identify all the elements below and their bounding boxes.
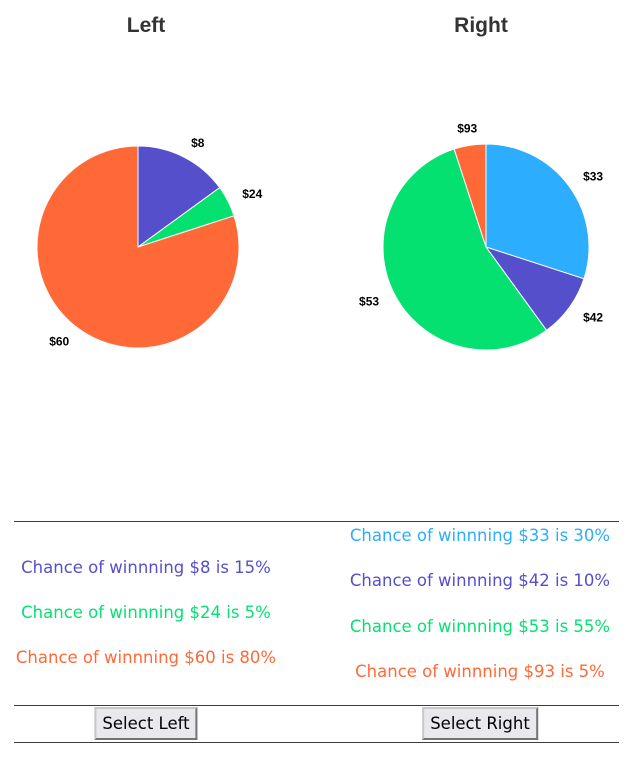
divider-top (14, 521, 619, 522)
pie-slice (137, 145, 221, 248)
slice-label: $53 (359, 294, 379, 308)
slice-label: $42 (583, 311, 603, 325)
right-chance-item: Chance of winnning $42 is 10% (349, 571, 611, 590)
right-chance-item: Chance of winnning $53 is 55% (349, 617, 611, 636)
left-chart-title: Left (127, 14, 166, 37)
slice-label: $60 (49, 335, 69, 349)
pie-slice (485, 143, 590, 280)
left-chance-item: Chance of winnning $8 is 15% (21, 558, 271, 577)
right-chance-item: Chance of winnning $33 is 30% (349, 526, 611, 545)
slice-label: $24 (242, 187, 262, 201)
left-pie-chart: $8 $24 $60 (36, 136, 263, 349)
right-chance-item: Chance of winnning $93 is 5% (355, 662, 605, 681)
pie-slice (36, 145, 240, 349)
left-chance-item: Chance of winnning $60 is 80% (15, 648, 277, 667)
pie-slice (382, 148, 548, 351)
right-chart-title: Right (454, 14, 508, 37)
left-chance-item: Chance of winnning $24 is 5% (21, 603, 271, 622)
select-left-button[interactable]: Select Left (94, 707, 198, 740)
pie-charts: Left $8 $24 $60 Right $33 $42 $53 $93 (36, 14, 603, 351)
divider-middle (14, 705, 619, 706)
divider-bottom (14, 742, 619, 743)
pie-slice (453, 143, 487, 248)
select-right-button[interactable]: Select Right (422, 707, 538, 740)
slice-label: $93 (457, 121, 477, 135)
slice-label: $8 (191, 136, 205, 150)
slice-label: $33 (583, 169, 603, 183)
right-pie-chart: $33 $42 $53 $93 (359, 121, 603, 351)
